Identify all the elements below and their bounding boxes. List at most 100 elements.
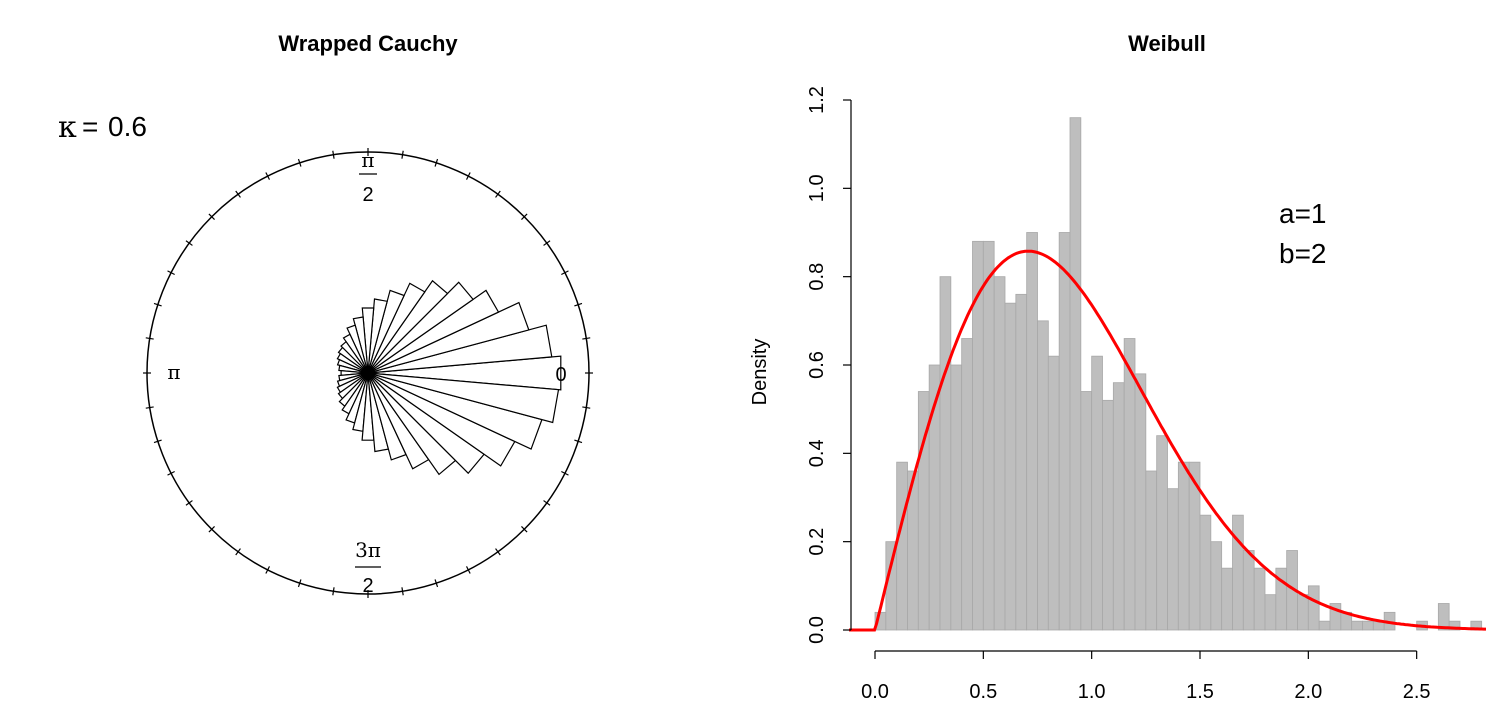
- histogram-bar: [939, 276, 952, 631]
- histogram-bar: [1232, 514, 1244, 631]
- x-axis: 0.0 0.5 1.0 1.5 2.0 2.5: [861, 650, 1431, 703]
- rose-tick: [297, 579, 302, 588]
- rose-tick: [332, 150, 335, 159]
- y-axis-label: Density: [749, 339, 771, 406]
- kappa-symbol: κ: [58, 110, 77, 145]
- histogram-bar: [1199, 514, 1212, 631]
- histogram-bar: [1112, 382, 1125, 631]
- x-tick-label: 2.5: [1403, 681, 1431, 703]
- histogram-bar: [1177, 461, 1190, 631]
- rose-axis-labels: 0 π π 2 3π 2: [167, 148, 566, 597]
- histogram-bar: [1156, 435, 1168, 631]
- rose-tick: [297, 158, 302, 167]
- histogram-bar: [1123, 338, 1136, 631]
- histogram-bar: [961, 338, 973, 631]
- kappa-annotation: κ = 0.6: [58, 110, 147, 145]
- histogram-bar: [1307, 585, 1320, 631]
- rose-tick: [561, 470, 569, 476]
- rose-tick: [521, 213, 528, 220]
- y-tick-label: 0.2: [806, 528, 828, 556]
- angle-label-pi: π: [167, 360, 180, 384]
- histogram-bar: [1253, 567, 1266, 631]
- rose-tick: [235, 190, 241, 198]
- x-tick-label: 0.5: [969, 681, 997, 703]
- rose-tick: [208, 213, 215, 220]
- histogram-panel: Weibull 0.0 0.2 0.4 0.6 0.8 1.0 1.2 0.0 0.5 1.0 1…: [749, 31, 1486, 703]
- angle-label-three-pi-half-num: 3π: [355, 538, 381, 562]
- rose-tick: [543, 240, 551, 246]
- rose-tick: [521, 526, 528, 533]
- rose-wedge: [367, 372, 560, 424]
- rose-tick: [153, 439, 162, 444]
- rose-wedges: [336, 279, 562, 476]
- histogram-bar: [1080, 391, 1093, 631]
- histogram-bar: [1004, 302, 1017, 631]
- histogram-bar: [1210, 541, 1223, 631]
- histogram-bar: [1026, 232, 1038, 631]
- param-annotation-b: b=2: [1279, 238, 1327, 269]
- x-tick-label: 1.0: [1078, 681, 1106, 703]
- histogram-bar: [1015, 293, 1028, 631]
- y-tick-label: 1.0: [806, 174, 828, 202]
- histogram-bar: [1297, 594, 1309, 631]
- rose-tick: [574, 302, 583, 307]
- kappa-value: 0.6: [108, 111, 147, 142]
- rose-tick: [574, 439, 583, 444]
- density-curve: [849, 249, 1486, 632]
- rose-tick: [434, 158, 439, 167]
- rose-tick: [167, 470, 175, 476]
- histogram-bar: [1134, 373, 1147, 631]
- histogram-title: Weibull: [1128, 31, 1206, 56]
- histogram-bar: [1242, 550, 1255, 631]
- x-tick-label: 0.0: [861, 681, 889, 703]
- histogram-bar: [1351, 620, 1363, 631]
- rose-tick: [582, 406, 591, 409]
- histogram-bar: [1091, 355, 1103, 631]
- rose-tick: [401, 150, 404, 159]
- rose-tick: [332, 587, 335, 596]
- rose-tick: [235, 548, 241, 556]
- rose-diagram-panel: Wrapped Cauchy κ = 0.6 0 π π 2 3π 2: [58, 31, 593, 598]
- histogram-bar: [1448, 620, 1461, 631]
- rose-tick: [434, 579, 439, 588]
- rose-tick: [401, 587, 404, 596]
- histogram-bar: [1145, 470, 1158, 631]
- y-tick-label: 0.0: [806, 616, 828, 644]
- histogram-bar: [1037, 320, 1049, 631]
- y-axis: 0.0 0.2 0.4 0.6 0.8 1.0 1.2: [806, 86, 852, 644]
- histogram-bar: [1437, 603, 1450, 631]
- angle-label-zero: 0: [555, 364, 566, 386]
- rose-tick: [185, 500, 193, 506]
- rose-tick: [582, 337, 591, 340]
- histogram-bar: [1362, 620, 1374, 631]
- angle-label-three-pi-half-den: 2: [362, 575, 373, 597]
- rose-tick: [561, 270, 569, 276]
- rose-tick: [265, 566, 271, 574]
- y-tick-label: 0.4: [806, 439, 828, 467]
- rose-tick: [543, 500, 551, 506]
- angle-label-pi-half-den: 2: [362, 184, 373, 206]
- rose-tick: [495, 190, 501, 198]
- rose-title: Wrapped Cauchy: [278, 31, 458, 56]
- histogram-bar: [1167, 488, 1179, 631]
- rose-tick: [185, 240, 193, 246]
- rose-tick: [265, 172, 271, 180]
- histogram-bar: [1318, 620, 1331, 631]
- rose-tick: [145, 337, 154, 340]
- histogram-bar: [982, 240, 995, 631]
- histogram-bar: [1069, 117, 1082, 631]
- kappa-equals: =: [82, 111, 98, 142]
- rose-tick: [145, 406, 154, 409]
- x-tick-label: 1.5: [1186, 681, 1214, 703]
- histogram-bar: [1102, 399, 1114, 631]
- rose-tick: [208, 526, 215, 533]
- histogram-bar: [1047, 355, 1060, 631]
- histogram-bar: [1264, 594, 1277, 631]
- rose-tick: [465, 172, 471, 180]
- y-tick-label: 0.8: [806, 263, 828, 291]
- histogram-bar: [1058, 232, 1071, 631]
- rose-tick: [495, 548, 501, 556]
- rose-tick: [153, 302, 162, 307]
- histogram-bar: [950, 364, 963, 631]
